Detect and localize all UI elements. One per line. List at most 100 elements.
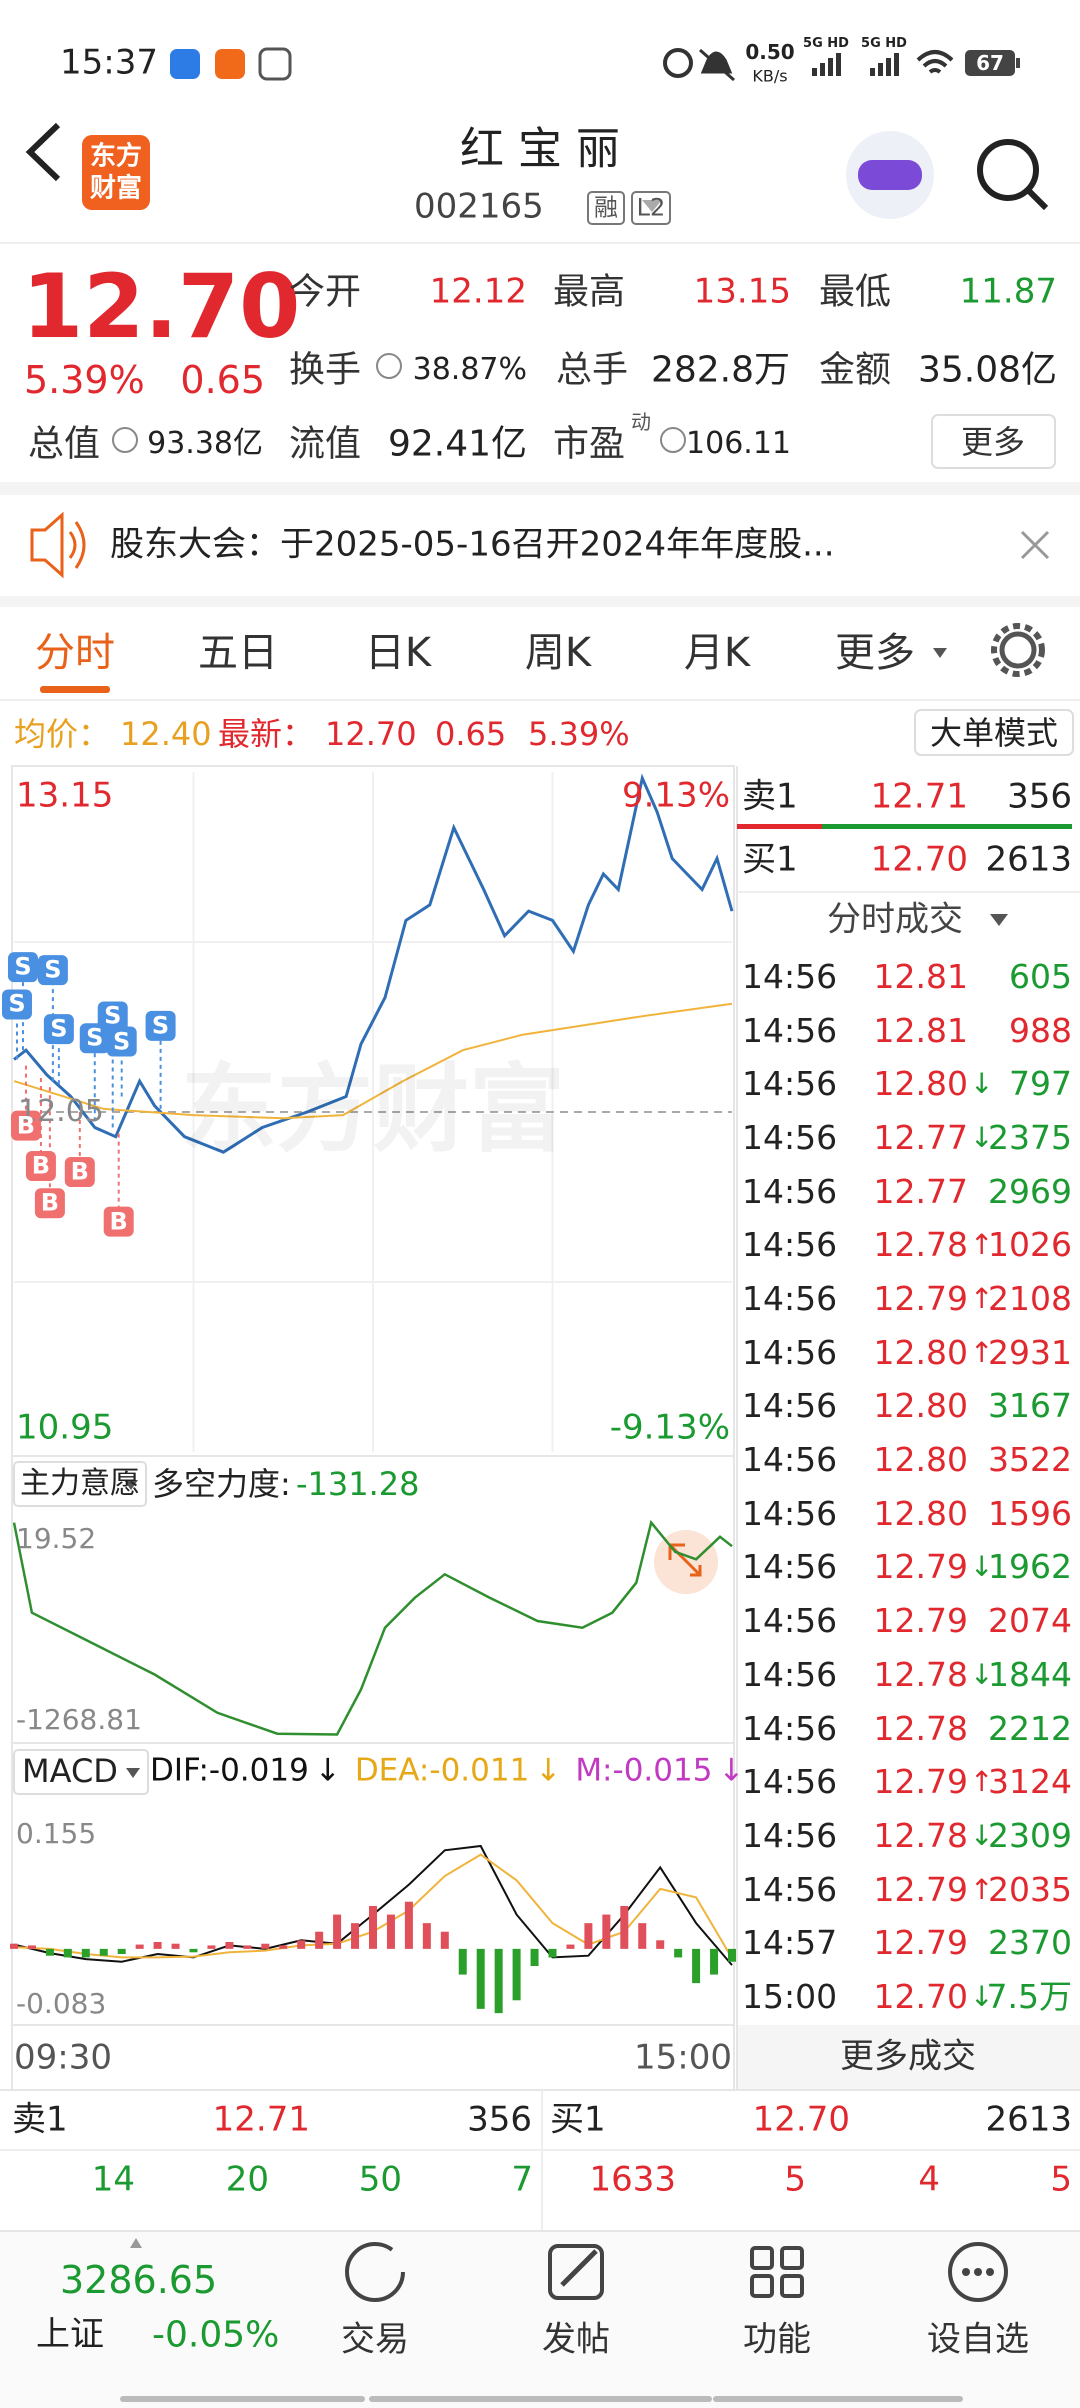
tab[interactable]: 更多: [835, 630, 915, 676]
trade-price: 12.79: [873, 1547, 968, 1587]
trade-price: 12.80: [873, 1064, 968, 1104]
dropdown-arrow[interactable]: [933, 648, 947, 658]
trade-volume: 2212: [988, 1708, 1072, 1748]
marker-label: B: [40, 1188, 60, 1217]
trade-dir: ↓: [970, 1550, 994, 1584]
search-button[interactable]: [977, 139, 1039, 201]
marker-label: B: [16, 1111, 36, 1140]
y-tick-label: -1268.81: [16, 1703, 142, 1737]
notice-text[interactable]: 股东大会：于2025-05-16召开2024年年度股...: [110, 524, 835, 565]
last-change: 0.65: [435, 714, 507, 753]
macd-bar: [171, 1943, 180, 1949]
macd-bar: [153, 1942, 162, 1949]
x-tick-label: 15:00: [634, 2037, 732, 2078]
info-icon[interactable]: [112, 427, 138, 453]
nav-icon[interactable]: [948, 2242, 1008, 2302]
nav-icon[interactable]: [750, 2246, 804, 2298]
nav-label[interactable]: 发帖: [542, 2319, 610, 2360]
trade-marker: [103, 1206, 134, 1237]
ask-level: 50: [358, 2159, 402, 2200]
tab[interactable]: 日K: [364, 630, 432, 676]
trade-time: 14:56: [742, 1279, 838, 1319]
tab-underline: [40, 686, 110, 693]
more-trades[interactable]: 更多成交: [840, 2036, 976, 2077]
trade-time: 14:56: [742, 1010, 838, 1050]
macd-bar: [440, 1931, 449, 1949]
settings-button[interactable]: [999, 631, 1037, 669]
tab[interactable]: 月K: [683, 630, 751, 676]
net-unit: KB/s: [752, 66, 788, 86]
nav-icon[interactable]: [345, 2242, 405, 2302]
trade-volume: 2969: [988, 1171, 1072, 1211]
dropdown-arrow[interactable]: [642, 200, 662, 212]
trade-price: 12.78: [873, 1708, 968, 1748]
book-price: 12.71: [212, 2099, 310, 2140]
field-label: 总手: [556, 349, 629, 391]
more-trades-button[interactable]: [737, 2025, 1080, 2090]
trade-volume: 1844: [988, 1655, 1072, 1695]
info-icon[interactable]: [376, 353, 402, 379]
dropdown-label[interactable]: 主力意愿: [20, 1466, 140, 1501]
marker-label: S: [86, 1023, 104, 1052]
back-button[interactable]: [25, 122, 61, 182]
macd-bar: [584, 1923, 593, 1949]
avatar-visor: [858, 160, 922, 190]
mode-label[interactable]: 大单模式: [929, 713, 1059, 752]
index-value[interactable]: 3286.65: [60, 2258, 218, 2303]
logo-text: 东方: [89, 141, 143, 172]
tab[interactable]: 五日: [198, 630, 278, 676]
trade-marker: [25, 1151, 56, 1181]
nav-label[interactable]: 功能: [743, 2319, 811, 2360]
nav-icon[interactable]: [548, 2244, 604, 2300]
trades-title[interactable]: 分时成交: [827, 899, 963, 940]
alarm-icon: [663, 48, 693, 78]
more-button[interactable]: [931, 414, 1056, 469]
field-label: 流值: [289, 423, 362, 465]
trade-price: 12.78: [873, 1225, 968, 1265]
logo-text: 财富: [89, 173, 143, 204]
marker-label: S: [151, 1011, 170, 1040]
tab[interactable]: 周K: [524, 630, 592, 676]
indicator-value: -0.019: [208, 1752, 309, 1789]
trade-time: 14:56: [742, 1440, 838, 1480]
battery-level: 67: [976, 51, 1004, 75]
macd-bar: [10, 1943, 18, 1949]
trade-price: 12.77: [873, 1171, 968, 1211]
trade-marker: [10, 1110, 41, 1141]
trade-marker: [145, 1010, 176, 1041]
nav-label[interactable]: 设自选: [927, 2319, 1029, 2360]
nav-label[interactable]: 交易: [341, 2319, 409, 2360]
trade-time: 14:56: [742, 1064, 838, 1104]
close-button[interactable]: [1020, 530, 1050, 560]
battery-icon: [965, 50, 1015, 76]
indicator-value: -0.015: [612, 1752, 713, 1789]
more-label[interactable]: 更多: [960, 422, 1026, 461]
macd-bar: [315, 1931, 324, 1949]
trade-price: 12.79: [873, 1762, 968, 1802]
trade-time: 14:56: [742, 1547, 838, 1587]
dropdown-label[interactable]: MACD: [22, 1751, 118, 1790]
mute-icon: [699, 48, 735, 82]
field-label: 最低: [819, 271, 892, 313]
tab[interactable]: 分时: [35, 630, 115, 676]
field-label: 总值: [28, 423, 101, 465]
macd-bar: [225, 1942, 234, 1949]
macd-bar: [117, 1948, 126, 1954]
bid-level: 1633: [589, 2159, 676, 2200]
macd-bar: [692, 1948, 701, 1984]
dropdown[interactable]: [13, 1749, 149, 1795]
info-icon[interactable]: [660, 427, 686, 453]
app-icon: [258, 47, 292, 81]
trade-dir: ↓: [970, 1067, 994, 1101]
dropdown-arrow[interactable]: [990, 914, 1008, 926]
ask-level: 20: [225, 2159, 269, 2200]
book-volume: 2613: [985, 2099, 1072, 2140]
trade-volume: 1596: [988, 1494, 1072, 1533]
trade-price: 12.78: [873, 1816, 968, 1856]
macd-bar: [189, 1948, 198, 1953]
mode-button[interactable]: [914, 709, 1074, 756]
indicator-label: 多空力度:: [152, 1464, 291, 1503]
dropdown[interactable]: [13, 1461, 147, 1507]
time: 15:37: [60, 42, 158, 83]
reference-label: 12.05: [18, 1094, 104, 1129]
